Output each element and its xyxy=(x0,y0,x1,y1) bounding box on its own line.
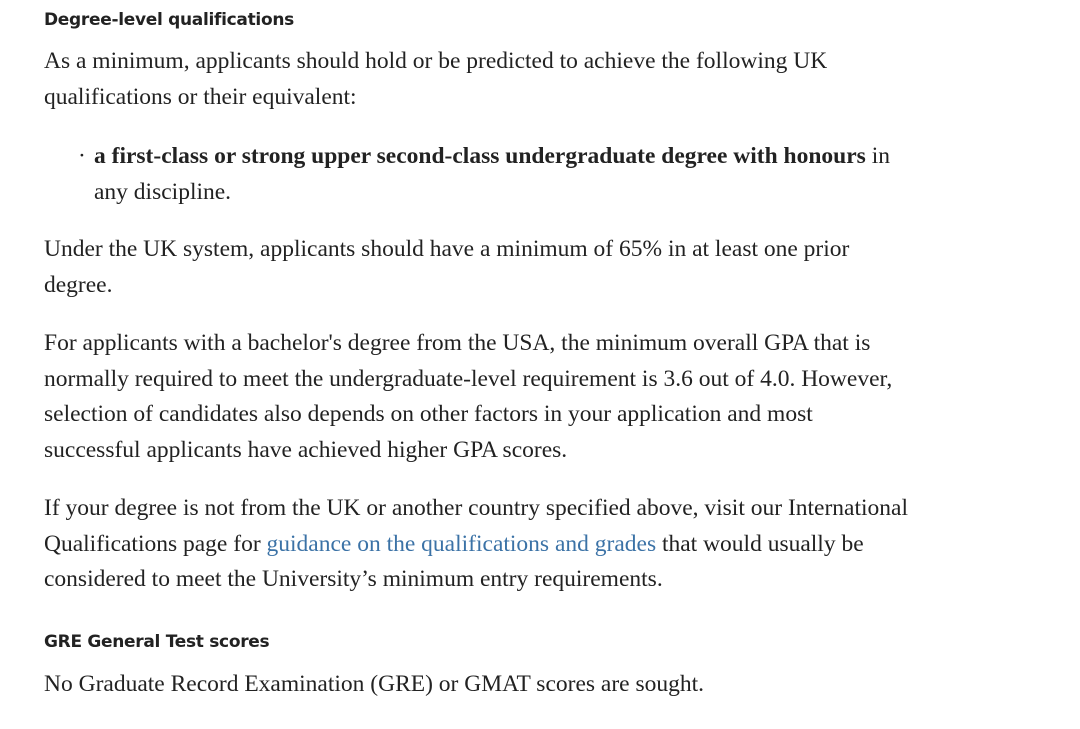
bullet-icon: · xyxy=(78,143,86,169)
gre-heading: GRE General Test scores xyxy=(44,632,270,652)
degree-requirement-list-item: a first-class or strong upper second-cla… xyxy=(94,139,890,210)
uk-system-paragraph: Under the UK system, applicants should h… xyxy=(44,232,849,303)
text-segment: Qualifications page for xyxy=(44,530,267,557)
bold-requirement: a first-class or strong upper second-cla… xyxy=(94,143,866,169)
text-segment: in xyxy=(865,143,890,169)
degree-level-heading: Degree-level qualifications xyxy=(44,10,294,30)
international-paragraph: If your degree is not from the UK or ano… xyxy=(44,491,908,598)
qualifications-guidance-link[interactable]: guidance on the qualifications and grade… xyxy=(266,530,657,557)
text-line: For applicants with a bachelor's degree … xyxy=(44,330,871,356)
text-line: If your degree is not from the UK or ano… xyxy=(44,495,909,521)
text-line: normally required to meet the undergradu… xyxy=(44,365,893,392)
text-line: degree. xyxy=(44,271,113,298)
text-line: selection of candidates also depends on … xyxy=(44,401,813,427)
text-line: No Graduate Record Examination (GRE) or … xyxy=(44,671,705,697)
text-segment: that would usually be xyxy=(656,530,864,557)
text-line: considered to meet the University’s mini… xyxy=(44,566,663,592)
usa-gpa-paragraph: For applicants with a bachelor's degree … xyxy=(44,326,892,468)
text-line: As a minimum, applicants should hold or … xyxy=(44,48,828,74)
gre-paragraph: No Graduate Record Examination (GRE) or … xyxy=(44,667,704,703)
text-line: any discipline. xyxy=(94,178,232,205)
text-line: Under the UK system, applicants should h… xyxy=(44,236,850,262)
intro-paragraph: As a minimum, applicants should hold or … xyxy=(44,44,827,115)
text-line: successful applicants have achieved high… xyxy=(44,436,568,463)
text-line: qualifications or their equivalent: xyxy=(44,83,357,110)
